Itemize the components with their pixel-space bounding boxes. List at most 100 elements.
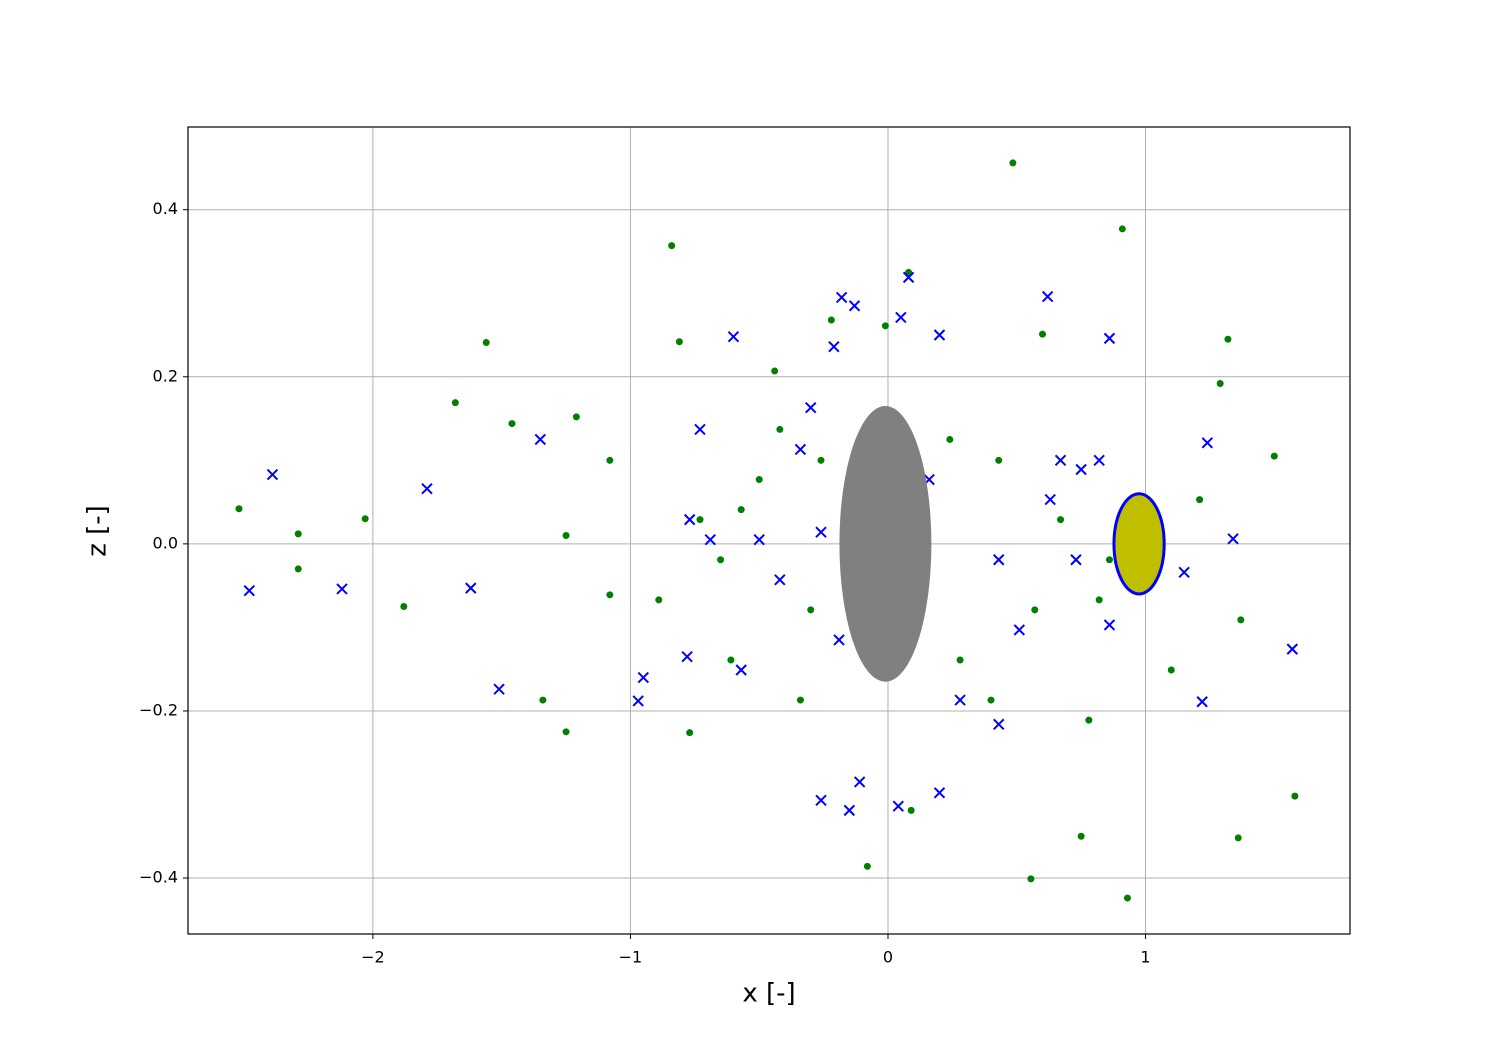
x-marker (1070, 554, 1082, 566)
dot-marker (946, 435, 954, 443)
dot-marker (987, 696, 995, 704)
dot-marker (727, 656, 735, 664)
x-marker (1075, 463, 1087, 476)
x-marker (735, 664, 747, 676)
dot-marker (1196, 496, 1204, 504)
y-tick-label: −0.2 (139, 700, 178, 719)
x-marker (727, 330, 740, 343)
x-marker (637, 671, 650, 684)
x-marker (993, 718, 1005, 731)
dot-marker (1237, 616, 1245, 624)
x-marker (805, 401, 817, 414)
y-tick-label: 0.0 (153, 533, 178, 552)
dot-marker (562, 532, 570, 540)
dot-marker (482, 339, 490, 347)
dot-marker (1057, 516, 1065, 524)
x-marker (1093, 454, 1105, 467)
x-marker (1201, 437, 1214, 449)
dot-marker (1123, 894, 1131, 902)
x-marker (1286, 643, 1299, 655)
dot-marker (907, 806, 915, 814)
dot-marker (755, 476, 763, 484)
x-marker (843, 804, 856, 817)
x-marker (895, 311, 907, 324)
dot-marker (1216, 379, 1224, 387)
x-marker (1103, 619, 1116, 631)
dot-marker (881, 322, 889, 330)
plot-frame (187, 126, 1351, 935)
dot-marker (696, 516, 704, 524)
dot-marker (235, 505, 243, 513)
dot-marker (451, 399, 459, 407)
x-marker (683, 513, 696, 526)
body-ellipse (1112, 492, 1166, 596)
dot-marker (1077, 832, 1085, 840)
dot-marker (1270, 452, 1278, 460)
dot-marker (1027, 875, 1035, 883)
x-marker (848, 300, 861, 312)
x-axis-label: x [-] (742, 979, 795, 1009)
dot-marker (675, 338, 683, 346)
x-marker (753, 533, 765, 546)
dot-marker (905, 268, 913, 276)
x-marker (902, 271, 915, 284)
dot-marker (1031, 606, 1039, 614)
dot-marker (606, 456, 614, 464)
x-tick-label: −1 (619, 948, 643, 967)
x-marker (465, 582, 477, 594)
x-marker (835, 291, 848, 304)
dot-marker (1009, 159, 1017, 167)
dot-marker (1039, 330, 1047, 338)
dot-marker (771, 367, 779, 375)
dot-marker (562, 728, 570, 736)
x-marker (632, 695, 644, 707)
dot-marker (1167, 666, 1175, 674)
dot-marker (807, 606, 815, 614)
dot-marker (1234, 834, 1242, 842)
x-marker (704, 533, 716, 546)
dot-marker (686, 729, 694, 737)
dot-marker (1105, 556, 1113, 564)
x-marker (828, 341, 840, 353)
x-marker (815, 526, 827, 538)
x-marker (421, 483, 433, 495)
y-tick-label: 0.4 (153, 199, 178, 218)
x-tick-label: −2 (361, 948, 385, 967)
x-marker (1041, 290, 1054, 303)
x-marker (833, 634, 845, 646)
x-marker (336, 583, 348, 595)
x-marker (493, 683, 505, 695)
x-marker (266, 468, 279, 481)
dot-marker (539, 696, 547, 704)
dot-marker (508, 420, 516, 428)
x-marker (1013, 624, 1026, 636)
x-marker (694, 423, 706, 436)
dot-marker (361, 515, 369, 523)
x-marker (954, 694, 966, 706)
body-ellipse (839, 406, 932, 682)
dot-marker (717, 556, 725, 564)
dot-marker (1085, 716, 1093, 724)
dot-marker (668, 242, 676, 250)
x-marker (933, 787, 946, 799)
plot-area (235, 159, 1299, 902)
dot-marker (776, 425, 784, 433)
x-marker (243, 584, 256, 597)
x-marker (534, 433, 547, 446)
y-tick-label: 0.2 (153, 366, 178, 385)
dot-marker (1291, 792, 1299, 800)
x-marker (681, 650, 693, 663)
dot-marker (655, 596, 663, 604)
x-marker (815, 794, 827, 807)
dot-marker (863, 862, 871, 870)
dot-marker (817, 456, 825, 464)
dot-marker (1095, 596, 1103, 604)
dot-marker (827, 316, 835, 324)
dot-marker (995, 456, 1003, 464)
x-marker (853, 776, 866, 788)
x-tick-label: 1 (1140, 948, 1150, 967)
x-marker (1103, 332, 1116, 345)
x-marker (1227, 533, 1239, 545)
